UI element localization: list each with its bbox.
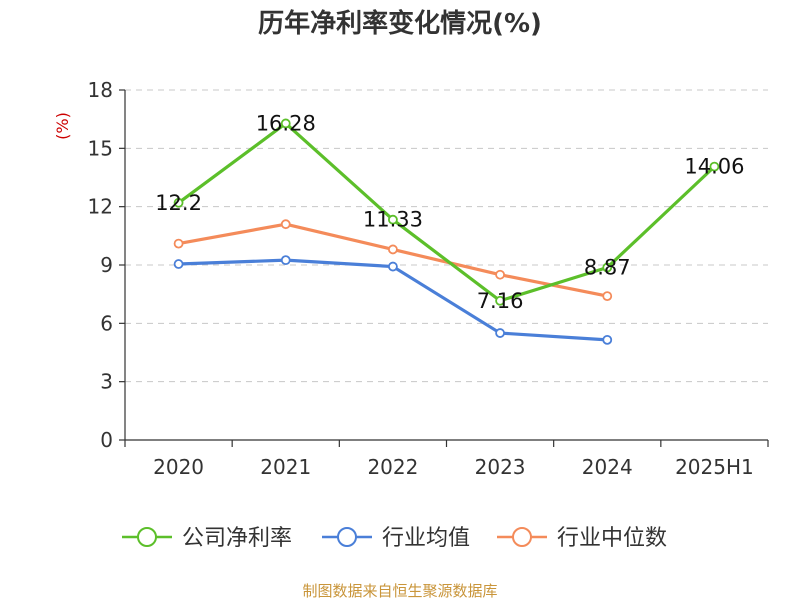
- series-line-0: [176, 121, 717, 303]
- data-point: [388, 261, 398, 272]
- x-tick-label: 2023: [475, 455, 526, 479]
- legend-label: 公司净利率: [182, 526, 292, 551]
- data-label: 14.06: [684, 155, 744, 179]
- source-note: 制图数据来自恒生聚源数据库: [302, 582, 497, 600]
- chart-title: 历年净利率变化情况(%): [258, 8, 542, 39]
- y-tick-label: 15: [88, 136, 113, 160]
- data-point: [388, 214, 398, 225]
- data-point: [602, 291, 613, 302]
- data-point: [495, 295, 505, 306]
- data-point: [173, 197, 184, 208]
- y-tick-label: 0: [100, 428, 113, 452]
- data-labels: 12.2 16.28 11.33 7.16 8.87 14.06: [155, 111, 744, 312]
- data-point: [602, 334, 613, 345]
- data-point: [280, 219, 291, 230]
- series-lines: [173, 118, 720, 345]
- data-point: [388, 244, 398, 255]
- y-tick-label: 18: [88, 78, 113, 102]
- data-label: 8.87: [584, 256, 631, 280]
- data-point: [280, 118, 291, 129]
- y-axis-label: (%): [53, 112, 72, 140]
- y-tick-label: 12: [88, 195, 113, 219]
- data-point: [495, 269, 505, 280]
- legend-label: 行业中位数: [557, 526, 667, 551]
- x-tick-label: 2024: [582, 455, 633, 479]
- grid-lines: [125, 89, 768, 383]
- legend-label: 行业均值: [382, 526, 470, 551]
- series-line-1: [176, 258, 609, 342]
- data-point: [709, 161, 720, 172]
- data-point: [173, 238, 184, 249]
- legend-swatch-marker: [137, 527, 157, 547]
- y-tick-label: 6: [100, 311, 113, 335]
- legend: 公司净利率 行业均值 行业中位数: [122, 526, 667, 551]
- x-tick-label: 2022: [367, 455, 418, 479]
- legend-swatch-marker: [512, 527, 532, 547]
- axes: 0 3 6 9 12 15 18 2020 2021 2022 2023 2024 2025H1: [88, 78, 769, 479]
- data-point: [280, 255, 291, 266]
- data-point: [602, 262, 613, 273]
- data-label: 11.33: [363, 208, 423, 232]
- data-label: 7.16: [477, 289, 524, 313]
- data-point: [495, 328, 505, 338]
- y-tick-label: 9: [100, 253, 113, 277]
- x-tick-label: 2021: [260, 455, 311, 479]
- legend-swatch-marker: [337, 527, 357, 547]
- data-label: 12.2: [155, 191, 202, 215]
- x-tick-label: 2020: [153, 455, 204, 479]
- data-label: 16.28: [256, 111, 316, 135]
- y-tick-label: 3: [100, 370, 113, 394]
- x-tick-label: 2025H1: [675, 455, 754, 479]
- data-point: [173, 259, 184, 269]
